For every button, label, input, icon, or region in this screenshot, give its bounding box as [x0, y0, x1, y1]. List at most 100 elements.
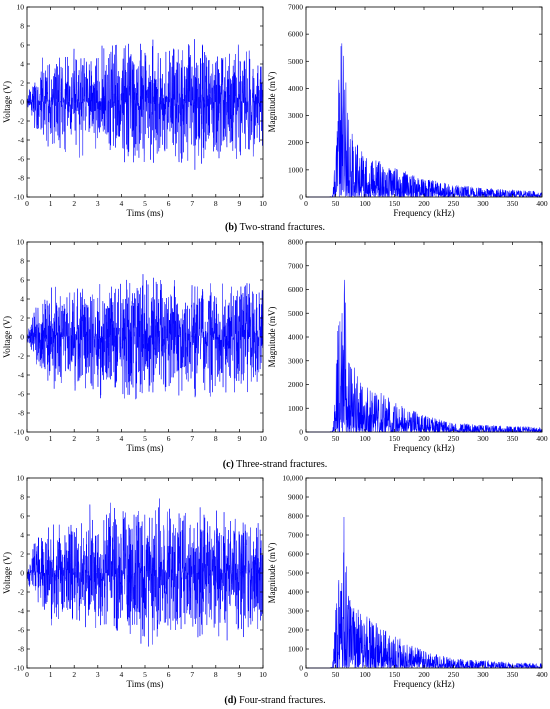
x-axis-label-time-1: Tims (ms) — [127, 443, 164, 453]
y-tick-label-spectrum-2-0: 0 — [299, 664, 303, 673]
y-tick-label-time-1-9: 8 — [20, 257, 24, 266]
x-tick-label-spectrum-2-1: 50 — [332, 670, 340, 679]
y-tick-label-spectrum-1-4: 4000 — [288, 333, 303, 342]
y-tick-label-spectrum-1-6: 6000 — [288, 285, 303, 294]
caption-c: (c) Three-strand fractures. — [0, 459, 550, 470]
y-tick-label-time-0-0: -10 — [14, 193, 24, 202]
x-tick-label-time-1-0: 0 — [25, 434, 29, 443]
x-tick-label-time-0-2: 2 — [72, 199, 76, 208]
x-tick-label-time-2-7: 7 — [190, 670, 194, 679]
y-tick-label-time-2-4: -2 — [18, 588, 24, 597]
x-tick-label-time-2-4: 4 — [120, 670, 124, 679]
y-tick-label-spectrum-1-2: 2000 — [288, 380, 303, 389]
time-series-line-2 — [26, 498, 264, 647]
y-tick-label-spectrum-1-7: 7000 — [288, 261, 303, 270]
y-tick-label-spectrum-2-9: 9000 — [288, 493, 303, 502]
x-tick-label-spectrum-2-6: 300 — [477, 670, 489, 679]
y-tick-label-time-2-2: -6 — [18, 626, 24, 635]
x-tick-label-time-1-8: 8 — [214, 434, 218, 443]
y-tick-label-spectrum-1-1: 1000 — [288, 404, 303, 413]
x-tick-label-spectrum-0-7: 350 — [507, 199, 519, 208]
x-tick-label-time-1-4: 4 — [120, 434, 124, 443]
y-tick-label-time-0-7: 4 — [20, 60, 24, 69]
y-axis-label-time-2: Voltage (V) — [2, 552, 12, 594]
y-tick-label-spectrum-1-0: 0 — [299, 428, 303, 437]
y-tick-label-spectrum-1-8: 8000 — [288, 238, 303, 247]
x-tick-label-spectrum-1-0: 0 — [304, 434, 308, 443]
x-tick-label-spectrum-2-4: 200 — [418, 670, 430, 679]
y-axis-label-spectrum-1: Magnitude (mV) — [267, 307, 277, 368]
y-axis-label-spectrum-0: Magnitude (mV) — [267, 72, 277, 133]
y-tick-label-spectrum-0-1: 1000 — [288, 165, 303, 174]
y-tick-label-spectrum-0-0: 0 — [299, 193, 303, 202]
caption-b-label: (b) — [225, 222, 238, 233]
x-tick-label-spectrum-0-3: 150 — [389, 199, 401, 208]
y-tick-label-time-0-8: 6 — [20, 41, 24, 50]
x-tick-label-time-2-3: 3 — [96, 670, 100, 679]
spectrum-series-line-2 — [306, 517, 543, 670]
y-tick-label-time-0-6: 2 — [20, 79, 24, 88]
y-tick-label-time-2-9: 8 — [20, 493, 24, 502]
x-tick-label-time-1-10: 10 — [259, 434, 267, 443]
x-tick-label-spectrum-0-8: 400 — [536, 199, 548, 208]
y-tick-label-time-1-6: 2 — [20, 314, 24, 323]
x-tick-label-time-1-5: 5 — [143, 434, 147, 443]
chart-time-1: 0 1 2 3 4 5 6 7 8 9 10 -10 -8 -6 -4 -2 0 2 4 6 8 10 Tims (ms) V… — [2, 238, 267, 454]
y-tick-label-time-1-4: -2 — [18, 352, 24, 361]
x-tick-label-spectrum-2-2: 100 — [359, 670, 371, 679]
x-tick-label-time-0-9: 9 — [238, 199, 242, 208]
y-tick-label-spectrum-2-5: 5000 — [288, 569, 303, 578]
caption-d-label: (d) — [224, 695, 237, 706]
x-tick-label-time-1-2: 2 — [72, 434, 76, 443]
x-tick-label-spectrum-0-4: 200 — [418, 199, 430, 208]
y-tick-label-spectrum-2-1: 1000 — [288, 645, 303, 654]
y-tick-label-time-1-1: -8 — [18, 409, 24, 418]
x-tick-label-time-0-4: 4 — [120, 199, 124, 208]
x-tick-label-spectrum-2-3: 150 — [389, 670, 401, 679]
x-axis-label-spectrum-1: Frequency (kHz) — [393, 443, 454, 453]
x-tick-label-spectrum-1-2: 100 — [359, 434, 371, 443]
y-tick-label-time-2-0: -10 — [14, 664, 24, 673]
x-tick-label-spectrum-1-7: 350 — [507, 434, 519, 443]
y-axis-label-spectrum-2: Magnitude (mV) — [267, 543, 277, 604]
spectrum-series-line-0 — [306, 43, 543, 198]
y-tick-label-spectrum-0-4: 4000 — [288, 84, 303, 93]
chart-spectrum-2: 0 50 100 150 200 250 300 350 4000100020003000400… — [267, 474, 548, 690]
x-tick-label-time-2-2: 2 — [72, 670, 76, 679]
x-tick-label-time-0-3: 3 — [96, 199, 100, 208]
y-tick-label-time-2-7: 4 — [20, 531, 24, 540]
x-tick-label-spectrum-1-1: 50 — [332, 434, 340, 443]
y-tick-label-spectrum-0-3: 3000 — [288, 111, 303, 120]
y-tick-label-spectrum-0-2: 2000 — [288, 138, 303, 147]
x-tick-label-spectrum-1-6: 300 — [477, 434, 489, 443]
y-tick-label-spectrum-0-5: 5000 — [288, 57, 303, 66]
y-tick-label-time-1-2: -6 — [18, 390, 24, 399]
y-tick-label-time-0-1: -8 — [18, 174, 24, 183]
x-tick-label-time-2-6: 6 — [167, 670, 171, 679]
x-axis-label-spectrum-0: Frequency (kHz) — [393, 208, 454, 218]
y-tick-label-time-1-8: 6 — [20, 276, 24, 285]
x-tick-label-spectrum-0-1: 50 — [332, 199, 340, 208]
time-series-line-0 — [26, 39, 264, 170]
y-tick-label-time-0-2: -6 — [18, 155, 24, 164]
y-tick-label-time-0-10: 10 — [17, 3, 25, 12]
x-tick-label-time-2-5: 5 — [143, 670, 147, 679]
x-tick-label-spectrum-2-0: 0 — [304, 670, 308, 679]
x-axis-label-time-0: Tims (ms) — [127, 208, 164, 218]
y-tick-label-time-2-3: -4 — [18, 607, 24, 616]
y-tick-label-time-1-3: -4 — [18, 371, 24, 380]
x-tick-label-time-2-0: 0 — [25, 670, 29, 679]
caption-c-label: (c) — [222, 459, 234, 470]
y-tick-label-time-2-1: -8 — [18, 645, 24, 654]
x-tick-label-time-1-6: 6 — [167, 434, 171, 443]
caption-d: (d) Four-strand fractures. — [0, 695, 550, 706]
time-series-line-1 — [26, 274, 264, 400]
y-axis-label-time-1: Voltage (V) — [2, 316, 12, 358]
x-tick-label-time-2-10: 10 — [259, 670, 267, 679]
y-tick-label-spectrum-0-7: 7000 — [288, 3, 303, 12]
x-tick-label-time-0-6: 6 — [167, 199, 171, 208]
chart-spectrum-1: 0 50 100 150 200 250 300 350 4000100020003000400… — [267, 238, 548, 454]
x-tick-label-time-1-7: 7 — [190, 434, 194, 443]
y-tick-label-time-1-7: 4 — [20, 295, 24, 304]
